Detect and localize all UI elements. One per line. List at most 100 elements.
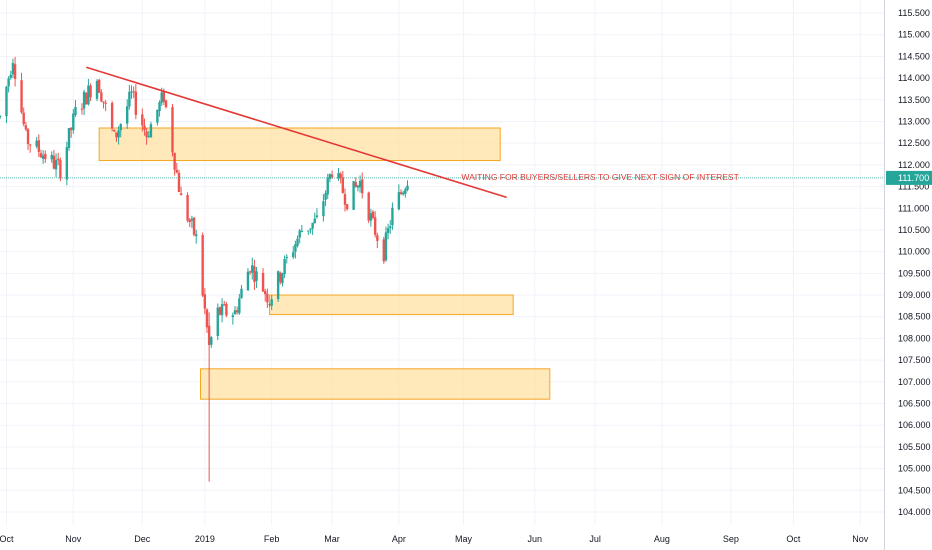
candle (358, 175, 362, 193)
candle-body (82, 91, 86, 109)
candle-body (37, 140, 41, 152)
candle (404, 187, 407, 198)
candle (261, 268, 265, 293)
x-tick-label: Jul (589, 534, 601, 544)
candle (207, 312, 211, 482)
candle-body (156, 109, 159, 123)
candle (130, 85, 133, 99)
candle-body (149, 124, 153, 138)
candle-body (74, 107, 77, 115)
candle-body (69, 127, 73, 131)
candle-body (384, 232, 388, 261)
candle-body (298, 230, 301, 238)
candle-body (220, 304, 224, 316)
y-tick-label: 108.500 (898, 312, 931, 322)
candle (285, 254, 288, 264)
candle (376, 232, 379, 249)
candle-body (324, 193, 327, 200)
x-tick-label: May (455, 534, 473, 544)
candle-body (164, 100, 168, 108)
candle-body (95, 80, 99, 99)
x-tick-label: Mar (324, 534, 340, 544)
candle (201, 232, 204, 297)
candle-body (65, 147, 69, 180)
candle-body (285, 256, 288, 258)
candle (126, 99, 129, 129)
candle (352, 181, 355, 211)
candle (283, 255, 286, 279)
candle (401, 190, 405, 196)
candle (164, 99, 168, 109)
candle (82, 89, 86, 116)
candle (337, 168, 340, 181)
candle (253, 259, 256, 290)
candle (65, 141, 69, 186)
candle (24, 121, 28, 132)
candle (276, 270, 280, 302)
candle (328, 173, 332, 183)
y-tick-label: 110.500 (898, 225, 930, 235)
candle (296, 235, 299, 248)
candle-body (117, 130, 120, 138)
candle-body (341, 177, 345, 193)
candle (57, 152, 60, 166)
candle (177, 169, 181, 193)
candle (145, 127, 148, 145)
last-price-tag-label: 111.700 (898, 173, 929, 183)
candle-body (177, 172, 181, 192)
candle (115, 132, 118, 142)
trendline[interactable] (86, 66, 507, 199)
candle-body (264, 291, 267, 295)
candle-body (345, 204, 349, 210)
candle-body (352, 181, 355, 210)
candle (72, 109, 75, 134)
candle-body (397, 192, 401, 210)
candle-body (26, 129, 30, 145)
candle-body (311, 222, 314, 229)
candle (311, 222, 314, 235)
candle (119, 123, 122, 138)
candle (205, 308, 209, 333)
candle (240, 284, 243, 299)
candle-body (115, 132, 118, 138)
candle-body (276, 271, 280, 300)
candle (307, 230, 310, 235)
candle (69, 127, 73, 138)
candle (149, 121, 153, 138)
y-tick-label: 109.500 (898, 268, 931, 278)
candle (9, 70, 12, 80)
candle (39, 149, 43, 158)
x-axis[interactable]: Oct Nov Dec 2019 Feb Mar Apr May Jun Jul Aug Sep Oct… (0, 534, 869, 544)
candle (389, 220, 392, 234)
y-tick-label: 106.500 (898, 399, 931, 409)
candle-body (371, 211, 375, 218)
candle-body (294, 244, 297, 252)
y-axis[interactable]: 104.000 104.500 105.000 105.500 106.000 106.5… (898, 8, 931, 517)
candle-body (186, 194, 189, 221)
support-zone-1 (269, 294, 514, 316)
candle (373, 211, 377, 238)
candle-body (238, 298, 241, 314)
candle-body (130, 91, 133, 93)
candle (87, 78, 90, 106)
candle (100, 89, 103, 103)
candle-body (358, 180, 362, 188)
candle-body (50, 154, 53, 160)
candle-body (28, 144, 32, 146)
y-tick-label: 108.000 (898, 333, 931, 343)
candle-body (195, 234, 198, 237)
zones-layer (98, 127, 551, 400)
candle (175, 162, 178, 174)
candle (147, 131, 150, 138)
y-tick-label: 113.500 (898, 95, 930, 105)
candle (371, 209, 375, 220)
candle-body (67, 128, 71, 148)
candle-body (80, 108, 84, 110)
support-zone-2 (200, 368, 551, 400)
candle-body (203, 294, 207, 309)
candle-body (216, 307, 219, 336)
candle (158, 100, 161, 117)
candle (313, 212, 316, 224)
candle-body (300, 230, 304, 232)
